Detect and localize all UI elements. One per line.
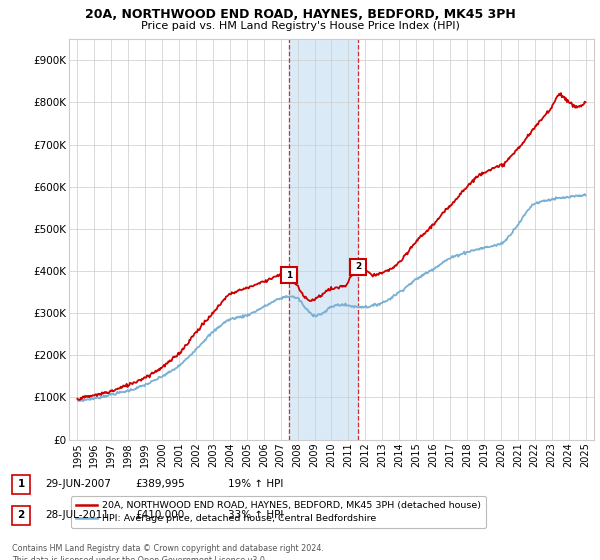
Text: 2: 2	[17, 510, 25, 520]
Text: 1: 1	[17, 479, 25, 489]
Text: 20A, NORTHWOOD END ROAD, HAYNES, BEDFORD, MK45 3PH: 20A, NORTHWOOD END ROAD, HAYNES, BEDFORD…	[85, 8, 515, 21]
Bar	[289, 39, 358, 440]
Legend: 20A, NORTHWOOD END ROAD, HAYNES, BEDFORD, MK45 3PH (detached house), HPI: Averag: 20A, NORTHWOOD END ROAD, HAYNES, BEDFORD…	[71, 496, 486, 528]
Text: £410,000: £410,000	[135, 510, 184, 520]
Text: £389,995: £389,995	[135, 479, 185, 489]
Text: Contains HM Land Registry data © Crown copyright and database right 2024.
This d: Contains HM Land Registry data © Crown c…	[12, 544, 324, 560]
Text: 33% ↑ HPI: 33% ↑ HPI	[228, 510, 283, 520]
Text: 1: 1	[286, 270, 292, 280]
Text: 29-JUN-2007: 29-JUN-2007	[45, 479, 111, 489]
Text: 2: 2	[355, 262, 361, 271]
Text: 19% ↑ HPI: 19% ↑ HPI	[228, 479, 283, 489]
Text: 28-JUL-2011: 28-JUL-2011	[45, 510, 109, 520]
Text: Price paid vs. HM Land Registry's House Price Index (HPI): Price paid vs. HM Land Registry's House …	[140, 21, 460, 31]
